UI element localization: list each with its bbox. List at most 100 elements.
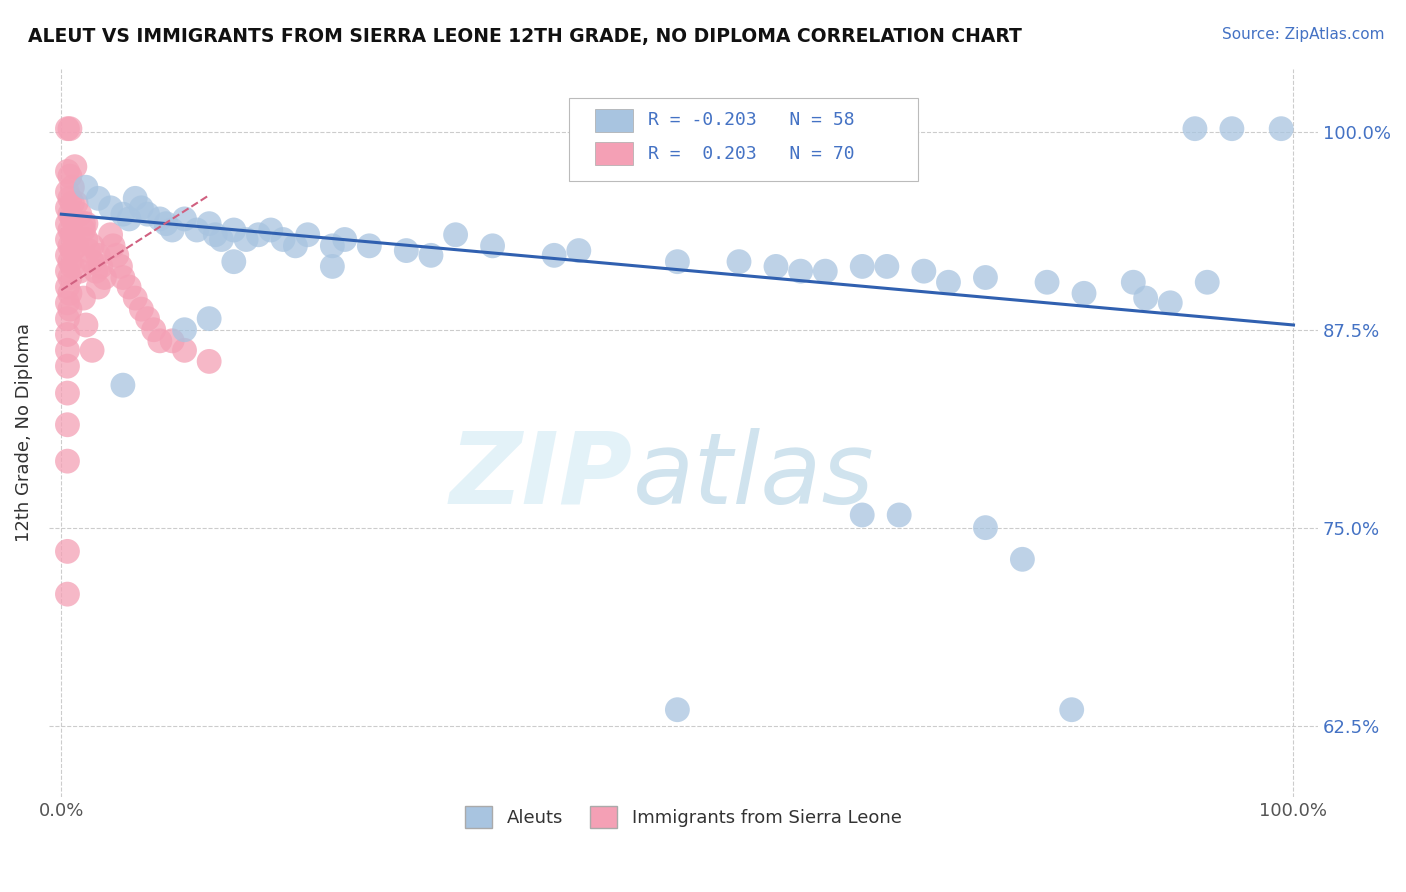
Point	[77, 244, 100, 258]
Point	[173, 211, 195, 226]
Point	[155, 217, 177, 231]
Text: Source: ZipAtlas.com: Source: ZipAtlas.com	[1222, 27, 1385, 42]
Point	[160, 334, 183, 348]
Text: R =  0.203   N = 70: R = 0.203 N = 70	[648, 145, 855, 162]
Point	[69, 207, 91, 221]
Point	[72, 291, 94, 305]
Point	[912, 264, 935, 278]
Point	[204, 227, 226, 242]
Point	[765, 260, 787, 274]
Point	[100, 227, 122, 242]
Point	[59, 207, 82, 221]
Point	[56, 327, 79, 342]
Point	[118, 211, 141, 226]
Point	[1270, 121, 1292, 136]
Point	[876, 260, 898, 274]
Point	[198, 354, 221, 368]
Point	[1011, 552, 1033, 566]
Point	[56, 417, 79, 432]
Point	[105, 248, 128, 262]
Point	[568, 244, 591, 258]
Point	[1220, 121, 1243, 136]
Point	[173, 343, 195, 358]
Point	[321, 239, 343, 253]
Point	[82, 239, 104, 253]
Point	[56, 544, 79, 558]
Point	[235, 233, 257, 247]
Point	[56, 280, 79, 294]
Point	[56, 233, 79, 247]
Point	[173, 323, 195, 337]
Point	[1060, 703, 1083, 717]
Point	[186, 223, 208, 237]
Point	[59, 239, 82, 253]
Point	[56, 121, 79, 136]
Point	[65, 239, 87, 253]
Point	[1122, 275, 1144, 289]
Point	[56, 454, 79, 468]
Point	[789, 264, 811, 278]
Point	[82, 254, 104, 268]
Point	[56, 264, 79, 278]
Point	[59, 191, 82, 205]
Point	[111, 378, 134, 392]
Point	[271, 233, 294, 247]
Text: R = -0.203   N = 58: R = -0.203 N = 58	[648, 112, 855, 129]
Point	[1184, 121, 1206, 136]
Point	[56, 295, 79, 310]
Point	[56, 343, 79, 358]
Point	[59, 223, 82, 237]
Point	[1159, 295, 1181, 310]
Point	[666, 254, 689, 268]
Point	[100, 201, 122, 215]
Point	[149, 334, 172, 348]
Point	[60, 211, 83, 226]
Point	[111, 270, 134, 285]
Point	[321, 260, 343, 274]
Point	[728, 254, 751, 268]
Point	[666, 703, 689, 717]
Point	[101, 239, 124, 253]
Point	[131, 201, 153, 215]
Point	[56, 311, 79, 326]
Point	[974, 521, 997, 535]
Point	[59, 169, 82, 184]
Point	[118, 280, 141, 294]
Point	[56, 587, 79, 601]
Point	[59, 286, 82, 301]
Point	[444, 227, 467, 242]
Text: ZIP: ZIP	[450, 428, 633, 524]
Point	[110, 260, 132, 274]
Point	[56, 386, 79, 401]
Point	[75, 318, 97, 332]
Legend: Aleuts, Immigrants from Sierra Leone: Aleuts, Immigrants from Sierra Leone	[458, 798, 908, 835]
Point	[60, 244, 83, 258]
Text: ALEUT VS IMMIGRANTS FROM SIERRA LEONE 12TH GRADE, NO DIPLOMA CORRELATION CHART: ALEUT VS IMMIGRANTS FROM SIERRA LEONE 12…	[28, 27, 1022, 45]
Point	[1135, 291, 1157, 305]
Point	[60, 196, 83, 211]
Point	[889, 508, 911, 522]
Point	[87, 280, 110, 294]
Point	[72, 217, 94, 231]
Point	[1036, 275, 1059, 289]
Point	[543, 248, 565, 262]
Point	[481, 239, 503, 253]
Point	[222, 223, 245, 237]
Point	[149, 211, 172, 226]
Point	[851, 260, 873, 274]
Point	[56, 248, 79, 262]
Point	[60, 227, 83, 242]
Point	[75, 180, 97, 194]
Point	[59, 254, 82, 268]
Point	[1197, 275, 1219, 289]
Point	[84, 264, 107, 278]
Point	[59, 270, 82, 285]
Point	[333, 233, 356, 247]
Point	[56, 185, 79, 199]
Point	[124, 291, 146, 305]
Point	[297, 227, 319, 242]
Point	[59, 121, 82, 136]
Point	[160, 223, 183, 237]
FancyBboxPatch shape	[595, 142, 633, 165]
Point	[974, 270, 997, 285]
